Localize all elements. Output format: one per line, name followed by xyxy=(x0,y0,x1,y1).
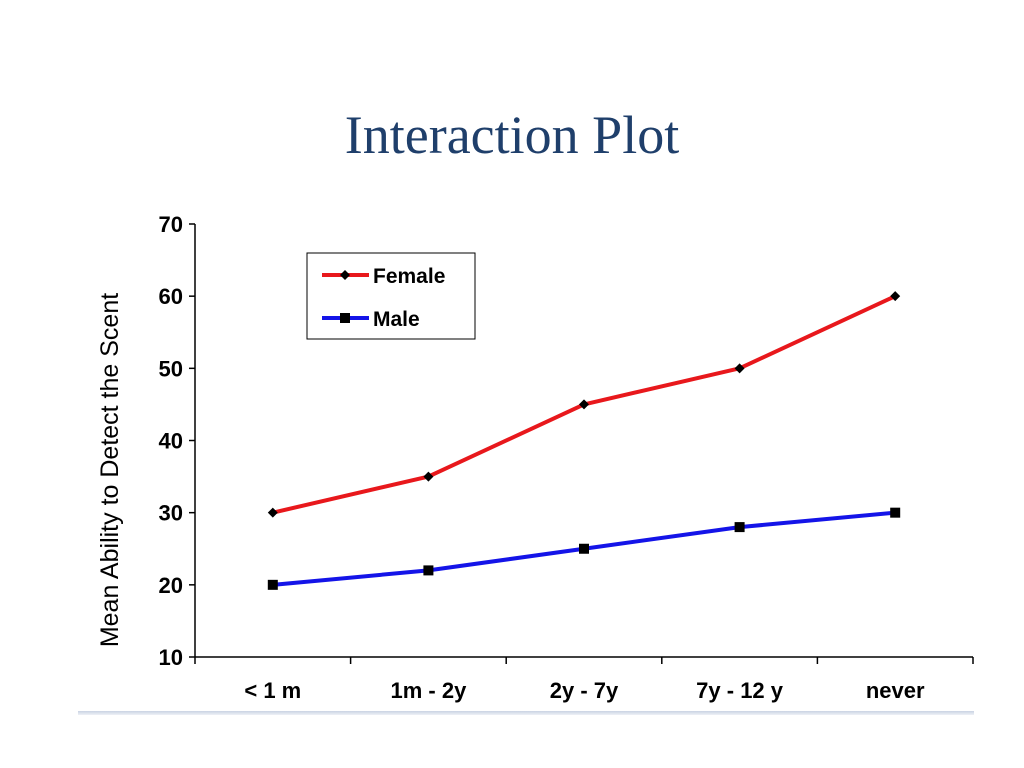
y-tick-label: 60 xyxy=(159,284,183,309)
series-layer xyxy=(267,291,901,590)
y-tick-label: 30 xyxy=(159,501,183,526)
data-point-female xyxy=(890,291,901,302)
y-tick-label: 20 xyxy=(159,573,183,598)
data-point-female xyxy=(267,507,278,518)
legend-box xyxy=(306,252,476,340)
data-point-male xyxy=(423,565,434,576)
data-point-male xyxy=(579,543,589,554)
x-tick-label: never xyxy=(866,678,925,703)
legend-label-female: Female xyxy=(373,265,445,288)
data-point-male xyxy=(890,507,901,518)
legend-marker-male xyxy=(340,313,350,323)
data-point-male xyxy=(734,522,745,533)
y-tick-label: 40 xyxy=(159,429,183,454)
slide-title: Interaction Plot xyxy=(344,105,680,165)
legend-marker-female xyxy=(340,270,350,280)
data-point-female xyxy=(423,471,434,482)
legend-layer: Female Male xyxy=(306,252,476,340)
data-point-female xyxy=(734,363,745,374)
y-tick-label: 70 xyxy=(159,212,183,237)
x-tick-label: < 1 m xyxy=(244,678,301,703)
data-point-female xyxy=(579,399,589,410)
y-axis-label: Mean Ability to Detect the Scent xyxy=(96,293,124,647)
y-tick-label: 50 xyxy=(159,356,183,381)
x-tick-label: 2y - 7y xyxy=(550,678,619,703)
legend-label-male: Male xyxy=(373,308,420,331)
x-tick-label: 1m - 2y xyxy=(390,678,467,703)
y-tick-label: 10 xyxy=(159,645,183,670)
x-tick-label: 7y - 12 y xyxy=(696,678,784,703)
footer-divider xyxy=(78,711,974,715)
data-point-male xyxy=(267,579,278,590)
axes-layer: 10 20 30 40 50 60 70 < 1 m 1m - 2y 2y - 7y 7y - 12… xyxy=(159,212,974,703)
